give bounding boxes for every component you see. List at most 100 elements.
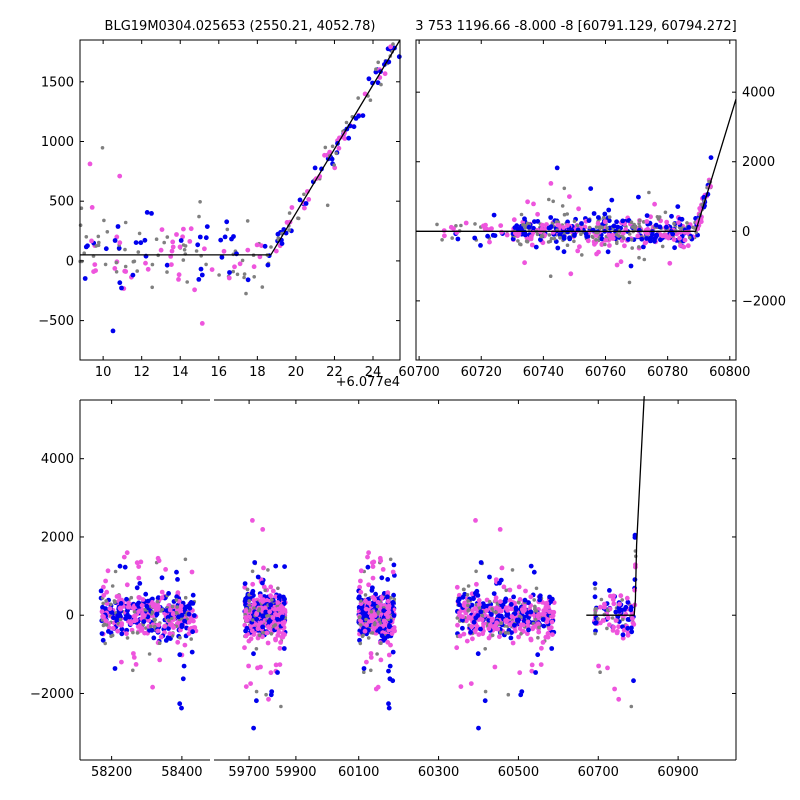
data-point	[255, 665, 260, 671]
data-point	[391, 613, 397, 618]
data-point	[623, 604, 629, 610]
data-point	[610, 616, 615, 620]
data-point	[565, 212, 569, 216]
data-point	[266, 619, 272, 624]
data-point	[540, 611, 545, 617]
data-point	[158, 634, 164, 640]
data-point	[276, 586, 280, 591]
data-point	[587, 225, 592, 230]
data-point	[622, 243, 627, 249]
data-point	[606, 232, 612, 238]
data-point	[637, 255, 641, 260]
data-point	[181, 663, 187, 669]
data-point	[187, 239, 193, 244]
data-point	[237, 261, 243, 267]
data-point	[254, 698, 259, 704]
data-point	[312, 165, 318, 171]
data-point	[585, 238, 591, 244]
data-point	[112, 238, 118, 243]
data-point	[599, 236, 605, 242]
data-point	[273, 594, 278, 600]
x-tick-label: 60740	[523, 365, 564, 380]
data-point	[124, 582, 130, 588]
data-point	[602, 211, 608, 217]
data-point	[466, 584, 471, 588]
data-point	[251, 618, 255, 622]
data-point	[276, 236, 281, 240]
data-point	[265, 614, 269, 618]
data-point	[145, 266, 151, 272]
data-point	[179, 624, 185, 630]
data-point	[630, 246, 634, 250]
data-point	[150, 262, 155, 267]
data-point	[118, 617, 123, 622]
data-point	[368, 651, 374, 656]
data-point	[455, 598, 461, 604]
data-point	[302, 205, 307, 211]
data-point	[480, 601, 486, 606]
data-point	[325, 203, 330, 208]
data-point	[167, 622, 173, 627]
data-point	[195, 242, 201, 248]
data-point	[535, 621, 541, 627]
data-point	[568, 271, 574, 277]
data-point	[632, 535, 638, 540]
data-point	[269, 632, 274, 636]
data-point	[507, 622, 513, 627]
data-point	[631, 678, 636, 684]
data-point	[507, 587, 513, 593]
data-point	[260, 580, 265, 586]
data-point	[244, 617, 250, 623]
data-point	[535, 232, 540, 237]
data-point	[460, 617, 465, 623]
data-point	[177, 652, 183, 658]
data-point	[599, 242, 605, 248]
data-point	[281, 622, 286, 627]
data-point	[621, 617, 625, 622]
data-point	[250, 569, 255, 574]
data-point	[209, 267, 215, 272]
data-point	[538, 662, 544, 667]
y-tick-label: 4000	[41, 452, 74, 467]
data-point	[544, 619, 550, 625]
data-point	[242, 272, 247, 276]
data-point	[635, 233, 641, 239]
data-point	[457, 633, 463, 639]
data-point	[130, 605, 136, 611]
data-point	[455, 616, 460, 620]
data-point	[476, 598, 482, 603]
data-point	[468, 681, 474, 686]
data-point	[672, 221, 676, 226]
data-point	[125, 636, 130, 640]
data-point	[363, 593, 368, 597]
data-point	[591, 235, 595, 239]
data-point	[268, 593, 273, 599]
data-point	[150, 603, 156, 609]
data-point	[114, 616, 119, 622]
data-point	[629, 238, 634, 242]
data-point	[547, 233, 552, 237]
data-point	[607, 215, 612, 219]
top-left-frame	[79, 39, 401, 361]
data-point	[442, 233, 447, 239]
data-point	[614, 232, 619, 237]
data-point	[679, 216, 685, 222]
data-point	[122, 268, 128, 274]
data-point	[181, 243, 186, 247]
data-point	[503, 596, 509, 602]
data-point	[554, 165, 560, 171]
data-point	[593, 607, 598, 611]
data-point	[503, 631, 508, 635]
data-point	[454, 584, 460, 590]
data-point	[377, 626, 383, 632]
data-point	[567, 235, 572, 241]
data-point	[667, 260, 673, 266]
data-point	[190, 592, 196, 598]
data-point	[478, 560, 484, 565]
data-point	[245, 219, 250, 223]
data-point	[113, 569, 118, 574]
data-point	[525, 631, 530, 637]
data-point	[101, 584, 106, 590]
data-point	[633, 564, 638, 570]
data-point	[536, 629, 542, 635]
